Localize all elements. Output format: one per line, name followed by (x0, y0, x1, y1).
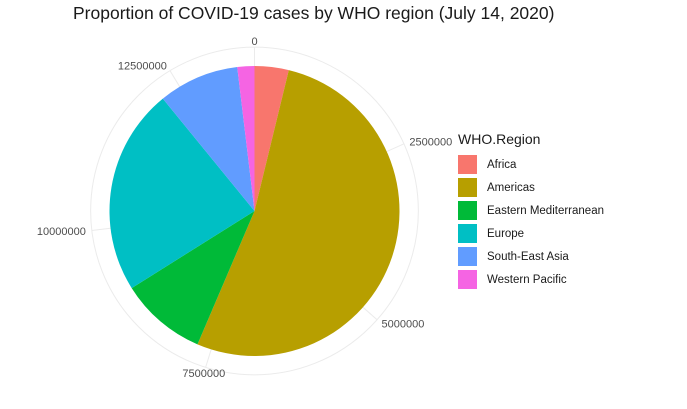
axis-tick-label: 12500000 (118, 60, 167, 72)
axis-tick-label: 10000000 (37, 226, 86, 238)
pie-slice-western-pacific (237, 66, 255, 211)
legend-items: Africa Americas Eastern Mediterranean Europ… (458, 153, 604, 291)
legend-key (458, 224, 477, 243)
legend-label: Americas (487, 181, 535, 194)
legend-title: WHO.Region (458, 131, 541, 147)
legend-item: Europe (458, 222, 604, 245)
pie-slice-eastern-mediterranean (131, 211, 255, 345)
legend-item: Americas (458, 176, 604, 199)
axis-tick-label: 2500000 (409, 136, 452, 148)
legend-key (458, 247, 477, 266)
legend-item: Eastern Mediterranean (458, 199, 604, 222)
pie-slice-africa (254, 66, 289, 211)
grid-ring (90, 46, 419, 376)
pie-slice-americas (197, 70, 400, 357)
legend-label: Western Pacific (487, 273, 567, 286)
legend-label: Europe (487, 227, 525, 240)
legend-key (458, 201, 477, 220)
pie-slice-europe (109, 98, 255, 289)
axis-tick-label: 0 (251, 36, 257, 48)
legend-label: South-East Asia (487, 250, 569, 263)
chart-title: Proportion of COVID-19 cases by WHO regi… (73, 3, 555, 23)
pie-slice-south-east-asia (162, 67, 255, 211)
legend-item: Western Pacific (458, 268, 604, 291)
legend-item: Africa (458, 153, 604, 176)
axis-ticks: 0 2500000 5000000 7500000 10000000 12500000 (37, 36, 452, 380)
legend-label: Africa (487, 158, 517, 171)
legend-label: Eastern Mediterranean (487, 204, 604, 217)
legend-key (458, 270, 477, 289)
legend: WHO.Region Africa Americas Eastern Mediter… (458, 131, 604, 291)
legend-key (458, 178, 477, 197)
axis-tick-label: 5000000 (382, 319, 425, 331)
legend-key (458, 155, 477, 174)
pie-slices (109, 66, 400, 357)
axis-tick-label: 7500000 (182, 368, 225, 380)
legend-item: South-East Asia (458, 245, 604, 268)
